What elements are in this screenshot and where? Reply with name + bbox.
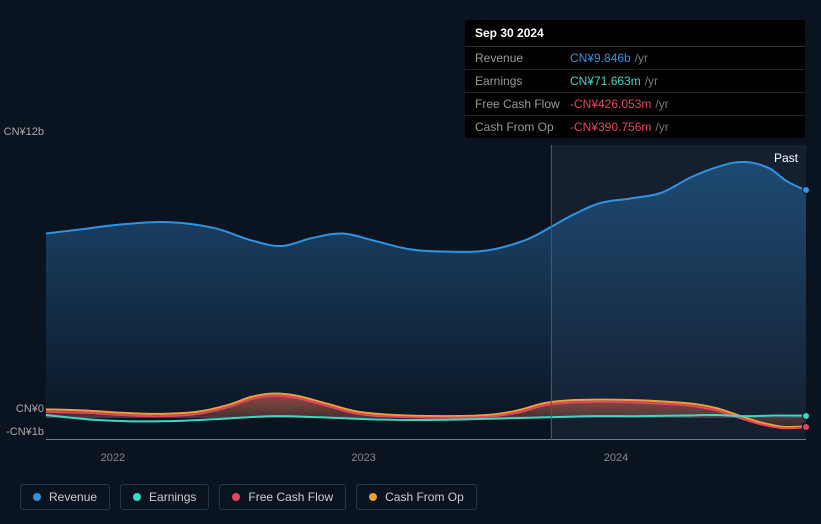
y-axis-label-zero: CN¥0	[0, 403, 44, 415]
tooltip-row: RevenueCN¥9.846b/yr	[465, 47, 805, 70]
legend-label: Earnings	[149, 490, 196, 504]
series-endpoint	[802, 412, 810, 420]
legend-label: Revenue	[49, 490, 97, 504]
legend: Revenue Earnings Free Cash Flow Cash From O…	[20, 484, 477, 510]
tooltip-row: EarningsCN¥71.663m/yr	[465, 70, 805, 93]
tooltip-row-label: Earnings	[475, 74, 570, 88]
tooltip-row-label: Free Cash Flow	[475, 97, 570, 111]
tooltip-row-suffix: /yr	[645, 74, 658, 88]
legend-item[interactable]: Revenue	[20, 484, 110, 510]
x-axis-label: 2024	[604, 452, 628, 464]
chart-area[interactable]: Past	[46, 145, 806, 440]
chart-svg	[46, 145, 806, 440]
legend-dot	[369, 493, 377, 501]
legend-item[interactable]: Cash From Op	[356, 484, 477, 510]
series-endpoint	[802, 423, 810, 431]
tooltip-date: Sep 30 2024	[465, 20, 805, 47]
x-axis-label: 2023	[351, 452, 375, 464]
y-axis-label-bottom: -CN¥1b	[0, 426, 44, 438]
legend-dot	[232, 493, 240, 501]
legend-label: Cash From Op	[385, 490, 464, 504]
legend-label: Free Cash Flow	[248, 490, 333, 504]
legend-dot	[133, 493, 141, 501]
tooltip-row-suffix: /yr	[655, 120, 668, 134]
tooltip-row-value: -CN¥426.053m	[570, 97, 651, 111]
tooltip-row-suffix: /yr	[635, 51, 648, 65]
legend-item[interactable]: Free Cash Flow	[219, 484, 346, 510]
past-label: Past	[774, 151, 798, 165]
y-axis-label-top: CN¥12b	[0, 126, 44, 138]
tooltip-row: Free Cash Flow-CN¥426.053m/yr	[465, 93, 805, 116]
tooltip-row-label: Revenue	[475, 51, 570, 65]
legend-dot	[33, 493, 41, 501]
data-tooltip: Sep 30 2024 RevenueCN¥9.846b/yrEarningsC…	[465, 20, 805, 138]
series-endpoint	[802, 186, 810, 194]
tooltip-row-label: Cash From Op	[475, 120, 570, 134]
legend-item[interactable]: Earnings	[120, 484, 209, 510]
tooltip-row: Cash From Op-CN¥390.756m/yr	[465, 116, 805, 138]
tooltip-row-value: CN¥71.663m	[570, 74, 641, 88]
tooltip-row-value: -CN¥390.756m	[570, 120, 651, 134]
tooltip-row-suffix: /yr	[655, 97, 668, 111]
tooltip-row-value: CN¥9.846b	[570, 51, 631, 65]
x-axis-label: 2022	[101, 452, 125, 464]
